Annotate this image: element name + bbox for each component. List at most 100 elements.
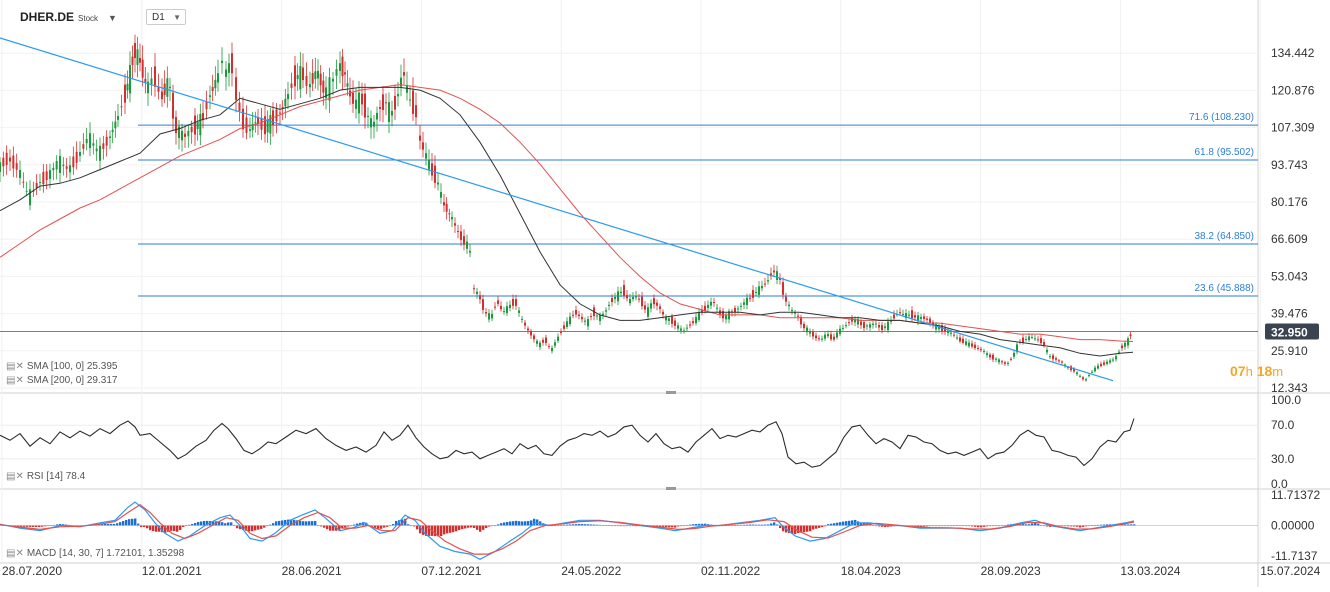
candle-body: [281, 106, 284, 108]
price-tick-label: 107.309: [1271, 121, 1315, 135]
chevron-down-icon[interactable]: ▼: [108, 13, 117, 23]
candle-body: [953, 334, 955, 336]
macd-histogram-bar: [800, 525, 803, 533]
macd-histogram-bar: [971, 525, 974, 527]
candle-body: [791, 310, 793, 312]
time-tick-label: 15.07.2024: [1260, 564, 1320, 578]
candle-body: [309, 84, 311, 88]
price-tick-label: 39.476: [1271, 307, 1308, 321]
candle-body: [512, 298, 514, 306]
macd-histogram-bar: [695, 523, 698, 526]
macd-histogram-bar: [839, 522, 842, 526]
macd-histogram-bar: [509, 521, 512, 526]
legend-sma200[interactable]: ▤✕ SMA [200, 0] 29.317: [6, 375, 117, 386]
close-icon[interactable]: ▤✕: [6, 548, 24, 559]
macd-histogram-bar: [470, 525, 473, 528]
candle-body: [134, 42, 136, 59]
macd-histogram-bar: [1097, 524, 1100, 526]
candle-body: [590, 316, 592, 318]
panel-resize-handle[interactable]: [666, 487, 676, 490]
fibonacci-levels: 71.6 (108.230) 61.8 (95.502) 38.2 (64.850)…: [0, 112, 1258, 332]
candle-body: [150, 78, 153, 84]
macd-histogram-bar: [320, 525, 323, 527]
macd-histogram-bar: [1124, 524, 1127, 526]
macd-histogram-bar: [377, 525, 380, 529]
candle-body: [228, 63, 230, 73]
candle-body: [388, 102, 390, 123]
countdown-minutes-unit: m: [1272, 364, 1284, 379]
candle-body: [542, 339, 544, 343]
close-icon[interactable]: ▤✕: [6, 361, 24, 372]
macd-histogram-bar: [110, 523, 113, 526]
macd-histogram-bar: [380, 525, 383, 529]
macd-histogram-bar: [311, 521, 314, 526]
macd-histogram-bar: [122, 521, 125, 526]
candle-body: [391, 111, 393, 116]
macd-histogram-bar: [425, 525, 428, 536]
macd-histogram-bar: [173, 525, 176, 532]
candle-body: [890, 320, 892, 322]
macd-histogram-bar: [326, 525, 329, 530]
candle-body: [524, 322, 526, 326]
close-icon[interactable]: ▤✕: [6, 375, 24, 386]
candle-body: [788, 304, 790, 307]
macd-histogram-bar: [527, 521, 530, 526]
candle-body: [463, 236, 465, 245]
candle-body: [311, 73, 314, 84]
close-icon[interactable]: ▤✕: [6, 471, 24, 482]
candle-body: [344, 72, 346, 75]
macd-histogram-bar: [392, 524, 395, 526]
candle-body: [491, 313, 493, 319]
macd-histogram-bar: [659, 525, 662, 527]
legend-macd[interactable]: ▤✕ MACD [14, 30, 7] 1.72101, 1.35298: [6, 548, 184, 559]
candle-body: [1103, 362, 1105, 365]
macd-histogram-bar: [536, 519, 539, 526]
candle-body: [893, 314, 895, 319]
macd-histogram-bar: [704, 523, 707, 526]
candle-body: [803, 323, 805, 329]
legend-rsi[interactable]: ▤✕ RSI [14] 78.4: [6, 471, 85, 482]
candle-body: [836, 332, 838, 338]
candle-body: [1082, 377, 1084, 380]
symbol-header[interactable]: DHER.DE Stock ▼: [20, 10, 117, 24]
candle-body: [202, 113, 204, 121]
macd-histogram-bar: [479, 525, 482, 532]
rsi-label: RSI [14] 78.4: [26, 471, 86, 482]
candle-body: [644, 305, 646, 310]
candle-body: [662, 311, 664, 315]
macd-histogram-bar: [848, 520, 851, 526]
macd-histogram-bar: [242, 525, 245, 530]
macd-histogram-bar: [146, 525, 149, 529]
candle-body: [605, 310, 607, 312]
panel-resize-handle[interactable]: [666, 391, 676, 394]
candle-body: [749, 297, 751, 299]
candle-body: [319, 73, 322, 86]
candle-body: [379, 107, 381, 109]
macd-histogram-bar: [20, 525, 23, 527]
macd-histogram-bar: [1103, 524, 1106, 526]
candle-body: [45, 171, 48, 181]
candle-body: [1013, 352, 1015, 357]
macd-histogram-bar: [671, 525, 674, 528]
legend-sma100[interactable]: ▤✕ SMA [100, 0] 25.395: [6, 361, 117, 372]
candle-body: [19, 170, 21, 178]
candle-body: [434, 165, 436, 183]
macd-histogram-bar: [371, 525, 374, 527]
candle-body: [653, 298, 655, 305]
candle-body: [221, 60, 223, 64]
candle-body: [126, 83, 129, 91]
candle-body: [584, 320, 586, 322]
macd-histogram-bar: [62, 524, 65, 526]
chevron-down-icon: ▼: [173, 13, 181, 22]
candle-body: [914, 315, 916, 318]
macd-histogram-bar: [248, 525, 251, 532]
candle-body: [1076, 372, 1078, 375]
candle-body: [166, 78, 169, 97]
macd-histogram-bar: [59, 523, 62, 526]
candle-body: [102, 143, 105, 149]
timeframe-select[interactable]: D1 ▼: [146, 9, 186, 25]
macd-histogram-bar: [131, 518, 134, 526]
macd-histogram-bar: [170, 525, 173, 531]
candle-body: [998, 359, 1000, 363]
